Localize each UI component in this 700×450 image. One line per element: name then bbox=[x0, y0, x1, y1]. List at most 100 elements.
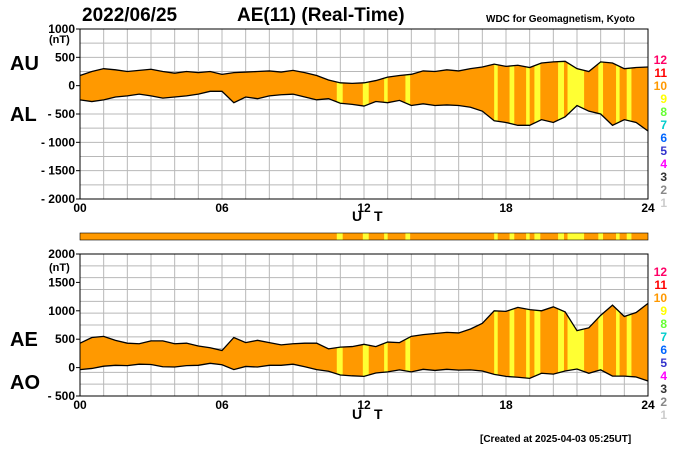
au-al-x-axis-label: U T bbox=[352, 208, 387, 224]
x-tick-label: 12 bbox=[357, 201, 371, 215]
activity-highlight-stripe bbox=[336, 61, 343, 131]
activity-scale-level: 10 bbox=[654, 79, 668, 93]
x-tick-label: 24 bbox=[641, 398, 655, 412]
activity-highlight-stripe bbox=[362, 61, 369, 131]
x-tick-label: 06 bbox=[215, 201, 229, 215]
activity-highlight-stripe bbox=[626, 303, 632, 381]
activity-scale-level: 4 bbox=[660, 157, 667, 171]
activity-scale-level: 11 bbox=[654, 66, 667, 80]
activity-bar-segment bbox=[384, 233, 388, 240]
y-tick-label: - 2000 bbox=[41, 192, 75, 206]
activity-bar-segment bbox=[558, 233, 564, 240]
activity-highlight-stripe bbox=[616, 303, 620, 381]
al-label: AL bbox=[10, 104, 37, 126]
activity-scale-level: 12 bbox=[654, 53, 668, 67]
activity-scale-level: 8 bbox=[660, 105, 667, 119]
created-timestamp: [Created at 2025-04-03 05:25UT] bbox=[480, 434, 631, 445]
ao-label: AO bbox=[10, 372, 40, 394]
activity-scale-level: 8 bbox=[660, 317, 667, 331]
y-tick-label: - 500 bbox=[48, 389, 76, 403]
series-line-ae bbox=[79, 302, 649, 352]
activity-highlight-stripe bbox=[494, 61, 498, 131]
y-tick-label: 500 bbox=[55, 332, 75, 346]
activity-scale-level: 11 bbox=[654, 278, 667, 292]
activity-highlight-stripe bbox=[534, 303, 541, 381]
activity-bar-segment bbox=[616, 233, 620, 240]
activity-highlight-stripe bbox=[558, 303, 564, 381]
y-tick-label: 1500 bbox=[48, 275, 75, 289]
activity-scale-level: 6 bbox=[660, 343, 667, 357]
activity-highlight-stripe bbox=[526, 303, 530, 381]
index-title: AE(11) (Real-Time) bbox=[237, 5, 405, 26]
activity-highlight-stripe bbox=[509, 61, 515, 131]
activity-scale-level: 2 bbox=[660, 395, 667, 409]
activity-scale-level: 3 bbox=[660, 382, 667, 396]
x-tick-label: 18 bbox=[499, 398, 513, 412]
plot-frame bbox=[79, 253, 649, 397]
series-line-al bbox=[79, 90, 649, 132]
activity-scale-level: 9 bbox=[660, 304, 667, 318]
au-label: AU bbox=[10, 53, 39, 75]
activity-highlight-stripe bbox=[598, 61, 604, 131]
date-title: 2022/06/25 bbox=[82, 5, 178, 26]
activity-bar-segment bbox=[494, 233, 498, 240]
ae-ao-unit: (nT) bbox=[49, 262, 70, 274]
activity-highlight-stripe bbox=[384, 61, 388, 131]
activity-level-bar bbox=[79, 232, 649, 241]
activity-scale-level: 7 bbox=[660, 330, 667, 344]
activity-scale-level: 2 bbox=[660, 183, 667, 197]
activity-scale-level: 5 bbox=[660, 144, 667, 158]
activity-scale-level: 1 bbox=[660, 408, 667, 422]
activity-scale-level: 7 bbox=[660, 118, 667, 132]
activity-highlight-stripe bbox=[526, 61, 530, 131]
x-tick-label: 18 bbox=[499, 201, 513, 215]
ae-label: AE bbox=[10, 329, 38, 351]
activity-highlight-stripe bbox=[598, 303, 604, 381]
y-tick-label: - 1000 bbox=[41, 135, 75, 149]
x-tick-label: 12 bbox=[357, 398, 371, 412]
activity-scale-level: 5 bbox=[660, 356, 667, 370]
activity-highlight-stripe bbox=[558, 61, 564, 131]
activity-bar-frame bbox=[79, 232, 649, 241]
series-line-au bbox=[79, 60, 649, 85]
x-tick-label: 00 bbox=[73, 398, 87, 412]
activity-highlight-stripe bbox=[534, 61, 541, 131]
band-fill-ae-ao bbox=[80, 303, 648, 381]
x-tick-label: 00 bbox=[73, 201, 87, 215]
activity-scale-level: 9 bbox=[660, 92, 667, 106]
series-line-ao bbox=[79, 362, 649, 382]
activity-bar-segment bbox=[526, 233, 530, 240]
activity-scale-level: 12 bbox=[654, 265, 668, 279]
activity-bar-segment bbox=[362, 233, 369, 240]
activity-highlight-stripe bbox=[616, 61, 620, 131]
activity-bar-segment bbox=[509, 233, 515, 240]
activity-highlight-stripe bbox=[494, 303, 498, 381]
au-al-unit: (nT) bbox=[49, 34, 70, 46]
activity-bar-segment bbox=[626, 233, 632, 240]
y-tick-label: 0 bbox=[68, 79, 75, 93]
activity-scale-level: 1 bbox=[660, 196, 667, 210]
ae-ao-x-axis-label: U T bbox=[352, 406, 387, 422]
y-tick-label: 0 bbox=[68, 361, 75, 375]
y-tick-label: - 500 bbox=[48, 107, 76, 121]
activity-bar-segment bbox=[567, 233, 585, 240]
activity-highlight-stripe bbox=[405, 303, 411, 381]
x-tick-label: 24 bbox=[641, 201, 655, 215]
activity-scale-level: 10 bbox=[654, 291, 668, 305]
y-tick-label: 500 bbox=[55, 50, 75, 64]
activity-bar-segment bbox=[405, 233, 411, 240]
y-tick-label: 1000 bbox=[48, 22, 75, 36]
activity-highlight-stripe bbox=[626, 61, 632, 131]
y-tick-label: 2000 bbox=[48, 247, 75, 261]
activity-bar-segment bbox=[598, 233, 604, 240]
activity-highlight-stripe bbox=[509, 303, 515, 381]
source-credit: WDC for Geomagnetism, Kyoto bbox=[486, 14, 635, 25]
y-tick-label: - 1500 bbox=[41, 164, 75, 178]
activity-scale-level: 6 bbox=[660, 131, 667, 145]
activity-highlight-stripe bbox=[405, 61, 411, 131]
x-tick-label: 06 bbox=[215, 398, 229, 412]
